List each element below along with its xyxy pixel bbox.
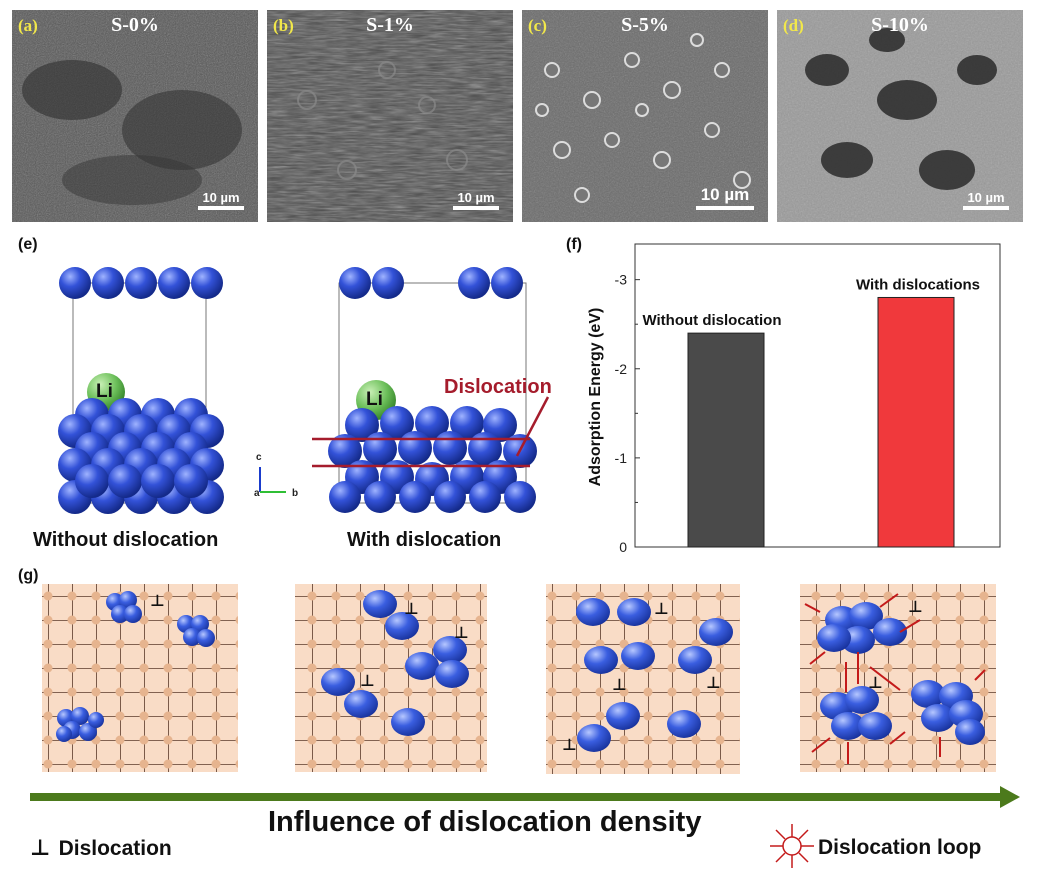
legend-dislocation: ⊥ Dislocation <box>30 836 172 861</box>
cell-without-dislocation <box>58 267 224 514</box>
title-without-dislocation: Without dislocation <box>33 529 219 551</box>
dislocation-symbol: ⊥ <box>868 673 883 692</box>
sem-panel-c: (c) S-5% 10 µm <box>522 10 768 222</box>
scale-label-c: 10 µm <box>700 185 750 204</box>
y-axis-label: Adsorption Energy (eV) <box>587 308 604 487</box>
scale-line-d <box>963 206 1009 210</box>
structure-diagram <box>58 267 550 514</box>
panel-tag-b: (b) <box>273 16 294 35</box>
dislocation-label: Dislocation <box>444 376 552 398</box>
plot-frame <box>634 243 1001 548</box>
bar-without-dislocation <box>687 332 765 548</box>
scale-label-a: 10 µm <box>202 190 240 205</box>
lattice-very-high-density <box>800 584 996 772</box>
sem-title-d: S-10% <box>871 14 929 36</box>
panel-tag-d: (d) <box>783 16 804 35</box>
scale-line-b <box>453 206 499 210</box>
li-label-left: Li <box>96 381 113 402</box>
sem-panel-b: (b) S-1% 10 µm <box>267 10 513 222</box>
scale-label-d: 10 µm <box>967 190 1005 205</box>
dislocation-symbol: ⊥ <box>654 599 669 618</box>
dislocation-symbol: ⊥ <box>150 591 165 610</box>
bar-label: Without dislocation <box>642 312 781 329</box>
dislocation-lines <box>312 396 550 468</box>
scale-bar-c: 10 µm <box>696 185 754 210</box>
axis-label-a: a <box>254 488 260 499</box>
dislocation-loop-icon <box>770 824 814 868</box>
scale-line-c <box>696 206 754 210</box>
sem-image-d <box>777 10 1023 222</box>
scale-bar-d: 10 µm <box>963 190 1009 210</box>
li-label-right: Li <box>366 389 383 410</box>
lattice-low-density <box>42 584 238 772</box>
title-with-dislocation: With dislocation <box>347 529 502 551</box>
dislocation-symbol: ⊥ <box>360 671 375 690</box>
panel-tag-e: (e) <box>18 236 38 253</box>
bar-label: With dislocations <box>856 276 980 293</box>
y-tick-label: 0 <box>619 539 627 555</box>
y-tick-label: -3 <box>615 272 628 288</box>
scale-bar-a: 10 µm <box>198 190 244 210</box>
sem-title-c: S-5% <box>621 14 669 36</box>
panel-tag-f: (f) <box>566 236 582 253</box>
y-tick-label: -1 <box>615 450 628 466</box>
dislocation-symbol: ⊥ <box>908 597 923 616</box>
sem-image-b <box>267 10 513 222</box>
lattice-medium-density <box>295 584 487 772</box>
y-ticks: 0 -1 -2 -3 <box>615 272 640 555</box>
bar-with-dislocations <box>877 296 955 548</box>
adsorption-chart: 0 -1 -2 -3 Without dislocation With dislocat… <box>587 243 1001 555</box>
arrow-caption: Influence of dislocation density <box>268 806 702 838</box>
legend-dislocation-loop-label: Dislocation loop <box>818 836 982 859</box>
legend-dislocation-symbol: ⊥ <box>30 836 51 861</box>
scale-line-a <box>198 206 244 210</box>
dislocation-symbol: ⊥ <box>706 673 721 692</box>
axis-label-c: c <box>256 452 262 463</box>
dislocation-symbol: ⊥ <box>454 623 469 642</box>
panel-tag-a: (a) <box>18 16 38 35</box>
sem-title-a: S-0% <box>111 14 159 36</box>
dislocation-symbol: ⊥ <box>562 735 577 754</box>
lattice-high-density <box>546 584 740 774</box>
sem-title-b: S-1% <box>366 14 414 36</box>
sem-panel-a: (a) S-0% 10 µm <box>12 10 258 222</box>
cell-with-dislocation <box>312 267 550 513</box>
panel-tag-g: (g) <box>18 567 39 584</box>
y-tick-label: -2 <box>615 361 628 377</box>
sem-panel-d: (d) S-10% 10 µm <box>777 10 1023 222</box>
dislocation-symbol: ⊥ <box>404 599 419 618</box>
panel-tag-c: (c) <box>528 16 547 35</box>
sem-image-c <box>522 10 768 222</box>
legend-dislocation-label: Dislocation <box>58 837 172 860</box>
density-arrow <box>30 786 1020 808</box>
dislocation-symbol: ⊥ <box>612 675 627 694</box>
axis-triad <box>259 467 286 493</box>
lattice-diagrams: ⊥ ⊥ ⊥ ⊥ ⊥ ⊥ ⊥ ⊥ ⊥ ⊥ <box>30 584 1020 868</box>
scale-bar-b: 10 µm <box>453 190 499 210</box>
sem-image-a <box>12 10 258 222</box>
bars: Without dislocation With dislocations <box>642 276 980 548</box>
axis-label-b: b <box>292 488 299 499</box>
scale-label-b: 10 µm <box>457 190 495 205</box>
